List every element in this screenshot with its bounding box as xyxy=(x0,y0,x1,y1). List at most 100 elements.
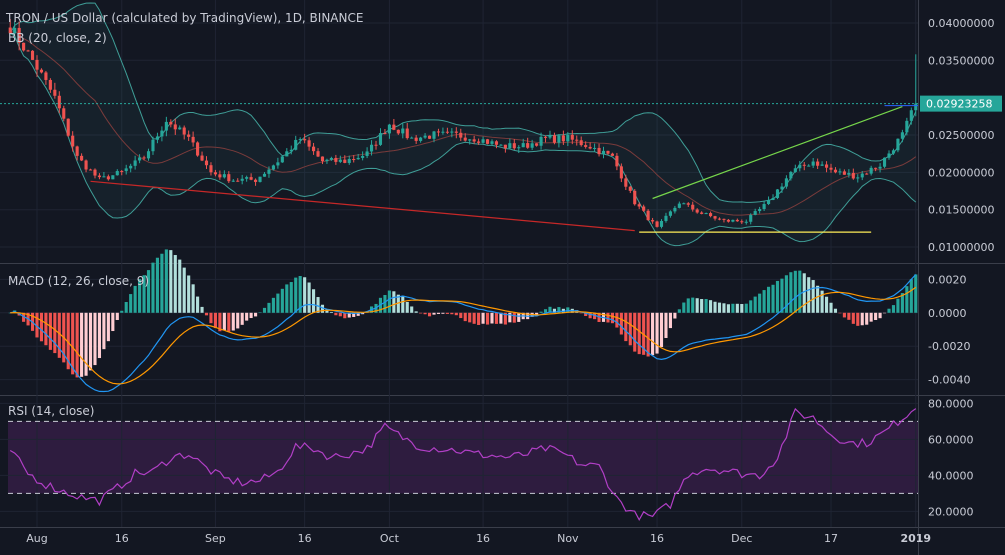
candle xyxy=(597,143,601,157)
candle-body xyxy=(102,176,106,178)
candle-body xyxy=(717,218,722,220)
macd-histogram-bar xyxy=(722,303,726,313)
candle xyxy=(338,155,342,164)
macd-histogram-bar xyxy=(485,312,490,325)
macd-histogram-bar xyxy=(334,312,338,316)
candle-body xyxy=(704,213,708,215)
candle xyxy=(847,169,851,178)
candles[interactable] xyxy=(8,19,918,229)
axes: 0.04000000 0.03500000 0.02500000 0.02000000… xyxy=(26,17,994,545)
candle-body xyxy=(767,199,771,205)
candle xyxy=(405,122,409,140)
time-tick-label: Oct xyxy=(380,532,400,545)
macd-histogram-bar xyxy=(740,304,744,313)
candle-body xyxy=(588,146,592,149)
macd-histogram-bar xyxy=(490,312,494,324)
candle-body xyxy=(115,171,119,176)
candle xyxy=(155,132,159,144)
price-tick-label: 0.04000000 xyxy=(928,17,994,30)
candle-body xyxy=(833,169,838,173)
candle-body xyxy=(775,189,780,198)
candle xyxy=(744,219,748,225)
candle xyxy=(762,200,766,211)
macd-histogram-bar xyxy=(106,312,110,342)
candle-body xyxy=(713,216,717,219)
candle-body xyxy=(276,162,280,166)
macd-histogram-bar xyxy=(780,278,784,313)
macd-histogram-bar xyxy=(717,302,722,313)
macd-histogram-bar xyxy=(517,312,521,322)
candle xyxy=(793,164,797,173)
macd-histogram-bar xyxy=(329,311,333,313)
macd-histogram-bar xyxy=(726,304,730,313)
chart-title: TRON / US Dollar (calculated by TradingV… xyxy=(5,11,363,25)
candle xyxy=(874,167,878,172)
candle xyxy=(789,170,793,181)
candle xyxy=(802,162,806,171)
candle-body xyxy=(731,219,735,222)
candle-body xyxy=(227,174,231,182)
macd-histogram-bar xyxy=(111,312,115,332)
candle-body xyxy=(780,186,784,190)
macd-histogram-bar xyxy=(75,312,79,378)
macd-histogram-bar xyxy=(258,312,262,313)
rsi-tick-label: 80.0000 xyxy=(928,397,974,410)
macd-histogram-bar xyxy=(191,284,195,313)
macd-histogram-bar xyxy=(138,279,142,313)
candle xyxy=(53,82,57,99)
candle-body xyxy=(744,221,748,223)
macd-histogram-bar xyxy=(102,312,106,350)
macd-histogram-bar xyxy=(762,290,766,313)
candle-body xyxy=(789,171,793,179)
candle xyxy=(303,133,307,144)
candle xyxy=(378,128,383,146)
candle xyxy=(503,144,507,153)
rsi-line xyxy=(9,407,917,522)
candle-body xyxy=(262,173,267,177)
rsi-tick-label: 40.0000 xyxy=(928,469,974,482)
candle-body xyxy=(566,134,570,142)
macd-histogram-bar xyxy=(900,293,904,313)
candle-body xyxy=(557,135,561,143)
candle xyxy=(499,144,503,146)
candle xyxy=(392,118,396,131)
rsi-tick-label: 20.0000 xyxy=(928,505,974,518)
candle-body xyxy=(120,171,124,173)
candle xyxy=(280,155,284,163)
candle xyxy=(57,91,61,114)
candle-body xyxy=(294,139,298,150)
macd-histogram-bar xyxy=(227,312,231,332)
candle xyxy=(575,135,579,146)
macd-histogram-bar xyxy=(793,270,797,313)
time-tick-label: 2019 xyxy=(900,532,931,545)
macd-histogram-bar xyxy=(445,312,449,314)
candle-body xyxy=(378,133,383,145)
candle-body xyxy=(575,139,579,141)
macd-histogram-bar xyxy=(155,257,159,313)
candle xyxy=(245,175,249,182)
macd-histogram-bar xyxy=(129,294,133,313)
macd-histogram-bar xyxy=(454,312,458,316)
candle xyxy=(352,155,356,163)
candle xyxy=(151,136,155,155)
macd-histogram-bar xyxy=(84,312,88,376)
candle-body xyxy=(303,139,307,141)
candle xyxy=(606,150,610,155)
candle-body xyxy=(401,128,405,134)
candle xyxy=(262,172,267,177)
candle-body xyxy=(829,167,833,170)
candle xyxy=(187,130,191,141)
candle xyxy=(75,145,79,161)
candle-body xyxy=(44,72,48,80)
macd-histogram-bar xyxy=(35,312,39,338)
bb-basis xyxy=(9,29,917,216)
candle-body xyxy=(17,27,21,43)
macd-histogram-bar xyxy=(811,280,815,313)
candle xyxy=(169,119,173,128)
candle xyxy=(700,211,704,215)
candle xyxy=(860,171,864,181)
macd-histogram-bar xyxy=(271,297,275,313)
macd-histogram-bar xyxy=(615,312,619,328)
macd-histogram-bar xyxy=(151,262,155,313)
